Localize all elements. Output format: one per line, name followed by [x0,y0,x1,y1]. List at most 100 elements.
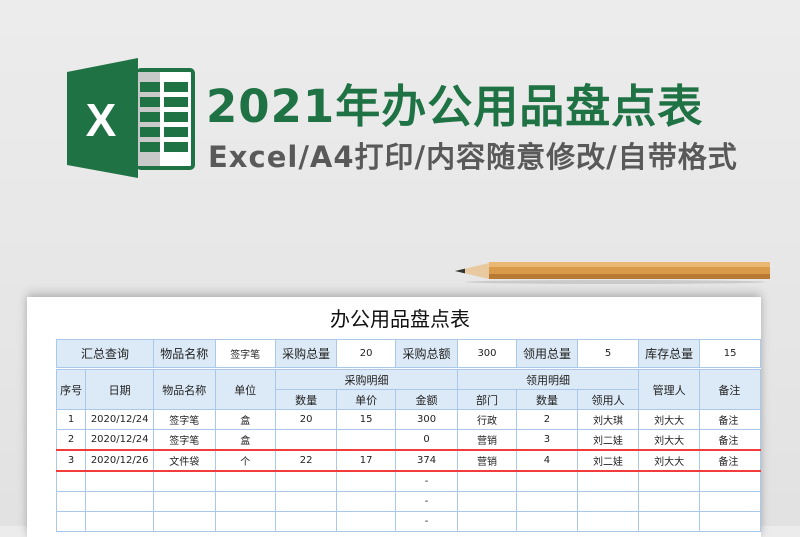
cell-seq[interactable]: 3 [56,449,87,472]
cell-date[interactable]: 2020/12/24 [85,409,155,430]
table-row: 1 2020/12/24 签字笔盒 20 15 300 行政 2 刘大琪 刘大大 备注 [56,409,761,430]
cell-use-qty[interactable] [515,470,579,492]
summary-stock-value: 15 [699,339,761,368]
cell-amount[interactable]: - [394,511,459,532]
cell-remark[interactable] [699,470,761,492]
cell-item[interactable]: 签字笔 [153,429,216,451]
cell-amount[interactable]: 300 [394,409,459,430]
cell-use-qty[interactable] [515,511,579,532]
summary-purchase-qty-label: 采购总量 [274,339,338,368]
spreadsheet-page: 办公用品盘点表 汇总查询 物品名称 签字笔 采购总量 20 采购总额 300 领… [27,297,761,537]
table-row: - [56,470,761,492]
cell-date[interactable] [85,491,155,512]
header-dept: 部门 [457,389,517,410]
cell-unit[interactable]: 盒 [214,409,276,430]
cell-item[interactable] [153,491,216,512]
table-row: 3 2020/12/26 文件袋个 22 17 374 营销 4 刘二娃 刘大大 备注 [56,449,761,472]
excel-logo-icon: X [67,58,195,178]
cell-unit[interactable] [214,470,276,492]
cell-manager[interactable]: 刘大大 [637,429,701,451]
cell-use-qty[interactable] [515,491,579,512]
cell-dept[interactable] [457,491,517,512]
cell-remark[interactable] [699,491,761,512]
cell-user[interactable] [577,470,639,492]
cell-dept[interactable]: 营销 [457,449,517,472]
cell-remark[interactable]: 备注 [699,429,761,451]
cell-remark[interactable]: 备注 [699,449,761,472]
cell-amount[interactable]: - [394,470,459,492]
cell-use-qty[interactable]: 4 [515,449,579,472]
cell-seq[interactable] [56,511,87,532]
cell-qty[interactable] [274,470,338,492]
svg-text:X: X [86,94,117,146]
cell-qty[interactable] [274,511,338,532]
header-seq: 序号 [56,369,87,410]
cell-item[interactable]: 文件袋 [153,449,216,472]
cell-remark[interactable] [699,511,761,532]
cell-seq[interactable]: 2 [56,429,87,451]
header-purchase-group: 采购明细 [274,369,459,390]
header-use-group: 领用明细 [457,369,639,390]
summary-use-qty-label: 领用总量 [515,339,579,368]
cell-manager[interactable] [637,470,701,492]
summary-label: 汇总查询 [56,339,155,368]
cell-use-qty[interactable]: 2 [515,409,579,430]
cell-item[interactable]: 签字笔 [153,409,216,430]
cell-item[interactable] [153,511,216,532]
cell-price[interactable] [336,470,396,492]
cell-seq[interactable] [56,470,87,492]
summary-item-label: 物品名称 [153,339,216,368]
cell-manager[interactable]: 刘大大 [637,449,701,472]
cell-use-qty[interactable]: 3 [515,429,579,451]
summary-item-value[interactable]: 签字笔 [214,339,276,368]
cell-price[interactable]: 17 [336,449,396,472]
cell-user[interactable] [577,491,639,512]
summary-use-qty-value: 5 [577,339,639,368]
summary-row: 汇总查询 物品名称 签字笔 采购总量 20 采购总额 300 领用总量 5 库存… [56,339,761,368]
cell-seq[interactable] [56,491,87,512]
cell-unit[interactable] [214,491,276,512]
cell-dept[interactable]: 营销 [457,429,517,451]
cell-user[interactable]: 刘二娃 [577,449,639,472]
header-price: 单价 [336,389,396,410]
summary-purchase-amount-label: 采购总额 [394,339,459,368]
cell-user[interactable] [577,511,639,532]
cell-qty[interactable] [274,491,338,512]
cell-price[interactable]: 15 [336,409,396,430]
cell-unit[interactable] [214,511,276,532]
header-manager: 管理人 [637,369,701,410]
cell-dept[interactable] [457,470,517,492]
cell-qty[interactable]: 22 [274,449,338,472]
sheet-title: 办公用品盘点表 [330,307,470,331]
cell-manager[interactable]: 刘大大 [637,409,701,430]
cell-user[interactable]: 刘二娃 [577,429,639,451]
banner-subtitle: Excel/A4打印/内容随意修改/自带格式 [208,140,738,174]
cell-dept[interactable]: 行政 [457,409,517,430]
cell-manager[interactable] [637,491,701,512]
summary-purchase-qty-value: 20 [336,339,396,368]
cell-amount[interactable]: 374 [394,449,459,472]
cell-date[interactable]: 2020/12/26 [85,449,155,472]
cell-user[interactable]: 刘大琪 [577,409,639,430]
cell-unit[interactable]: 个 [214,449,276,472]
cell-manager[interactable] [637,511,701,532]
header-amount: 金额 [394,389,459,410]
cell-qty[interactable]: 20 [274,409,338,430]
cell-item[interactable] [153,470,216,492]
cell-remark[interactable]: 备注 [699,409,761,430]
cell-date[interactable]: 2020/12/24 [85,429,155,451]
cell-amount[interactable]: - [394,491,459,512]
cell-date[interactable] [85,511,155,532]
header-row: 序号 日期 物品名称 单位 采购明细 领用明细 管理人 备注 [56,369,761,410]
cell-amount[interactable]: 0 [394,429,459,451]
cell-price[interactable] [336,429,396,451]
cell-qty[interactable] [274,429,338,451]
cell-seq[interactable]: 1 [56,409,87,430]
cell-dept[interactable] [457,511,517,532]
banner-title: 2021年办公用品盘点表 [206,80,704,133]
cell-date[interactable] [85,470,155,492]
cell-unit[interactable]: 盒 [214,429,276,451]
table-row: 2 2020/12/24 签字笔盒 0 营销 3 刘二娃 刘大大 备注 [56,429,761,451]
cell-price[interactable] [336,511,396,532]
cell-price[interactable] [336,491,396,512]
